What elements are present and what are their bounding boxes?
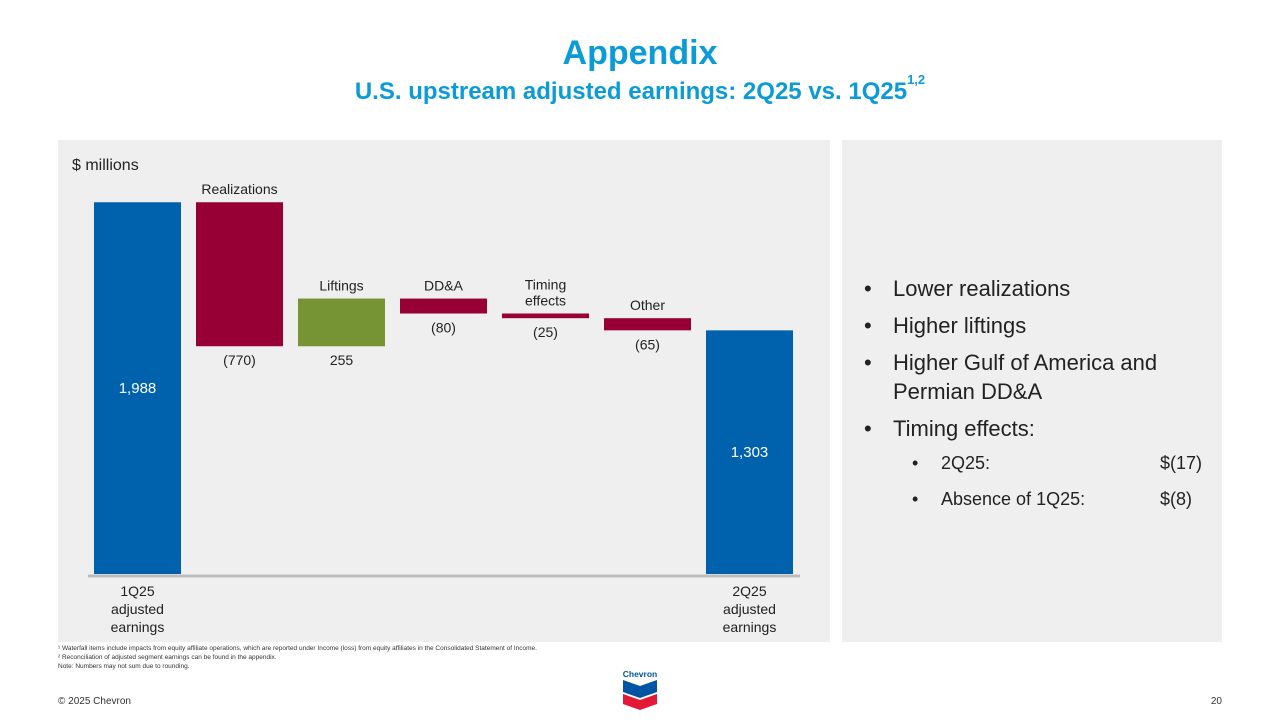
bullet-text: Higher liftings (893, 313, 1027, 338)
summary-bullets: Lower realizations Higher liftings Highe… (864, 274, 1213, 523)
category-label-6-2: earnings (723, 619, 777, 635)
category-label-2-0: Liftings (319, 278, 363, 294)
bullet-text: Timing effects: (893, 416, 1035, 441)
sub-bullet-2q25: 2Q25: $(17) (864, 451, 1213, 475)
bar-0 (94, 202, 181, 574)
bullet-dda: Higher Gulf of America and Permian DD&A (864, 348, 1213, 406)
sub-bullet-amount: $(8) (1160, 489, 1193, 509)
chart-panel: $ millions 1,988 1Q25 adjusted earnings (770)… (58, 140, 830, 642)
unit-label: $ millions (72, 157, 139, 174)
bullet-text: Lower realizations (893, 276, 1071, 301)
sub-bullet-label: 2Q25: (941, 453, 991, 473)
slide-title: Appendix (562, 34, 718, 72)
footnote-1: ¹ Waterfall items include impacts from e… (58, 645, 537, 652)
logo-text: Chevron (623, 669, 657, 679)
bar-4 (502, 313, 589, 319)
category-label-0-1: adjusted (111, 601, 164, 617)
value-label-0: 1,988 (119, 380, 157, 397)
page-number: 20 (1210, 696, 1222, 707)
category-label-4-1: effects (525, 293, 566, 309)
chevron-logo-icon: Chevron (623, 669, 657, 710)
bar-1 (196, 202, 283, 347)
logo-lower-chevron (623, 694, 657, 710)
bullet-realizations: Lower realizations (864, 274, 1213, 303)
value-label-5: (65) (635, 336, 660, 352)
sub-bullet-amount: $(17) (1160, 453, 1203, 473)
sub-bullet-label: Absence of 1Q25: (941, 489, 1086, 509)
category-label-6-0: 2Q25 (732, 583, 766, 599)
bullet-text: Higher Gulf of America and Permian DD&A (893, 350, 1158, 404)
bullet-liftings: Higher liftings (864, 311, 1213, 340)
waterfall-chart: $ millions 1,988 1Q25 adjusted earnings (770)… (72, 157, 800, 635)
bar-6 (706, 330, 793, 574)
category-label-3-0: DD&A (424, 278, 464, 294)
timing-sub-bullets: 2Q25: $(17) Absence of 1Q25: $(8) (864, 451, 1213, 511)
category-label-5-0: Other (630, 297, 665, 313)
footnotes: ¹ Waterfall items include impacts from e… (58, 644, 537, 671)
bullet-timing: Timing effects: 2Q25: $(17) Absence of 1Q… (864, 414, 1213, 511)
bar-5 (604, 318, 691, 331)
value-label-1: (770) (223, 352, 256, 368)
subtitle-footnote-marker: 1,2 (907, 72, 926, 87)
value-label-3: (80) (431, 320, 456, 336)
bar-2 (298, 298, 385, 347)
category-label-0-2: earnings (111, 619, 165, 635)
logo-upper-chevron (623, 680, 657, 698)
value-label-4: (25) (533, 324, 558, 340)
category-label-0-0: 1Q25 (120, 583, 154, 599)
value-label-6: 1,303 (731, 444, 769, 461)
category-label-4-0: Timing (525, 277, 567, 293)
value-label-2: 255 (330, 352, 354, 368)
copyright: © 2025 Chevron (58, 696, 131, 707)
bar-3 (400, 298, 487, 314)
slide-subtitle: U.S. upstream adjusted earnings: 2Q25 vs… (0, 72, 1280, 106)
summary-panel: Lower realizations Higher liftings Highe… (842, 140, 1222, 642)
category-label-1-0: Realizations (201, 181, 277, 197)
sub-bullet-1q25: Absence of 1Q25: $(8) (864, 487, 1213, 511)
footnote-note: Note: Numbers may not sum due to roundin… (58, 663, 190, 670)
category-label-6-1: adjusted (723, 601, 776, 617)
subtitle-text: U.S. upstream adjusted earnings: 2Q25 vs… (354, 78, 908, 105)
footnote-2: ² Reconciliation of adjusted segment ear… (58, 654, 277, 661)
